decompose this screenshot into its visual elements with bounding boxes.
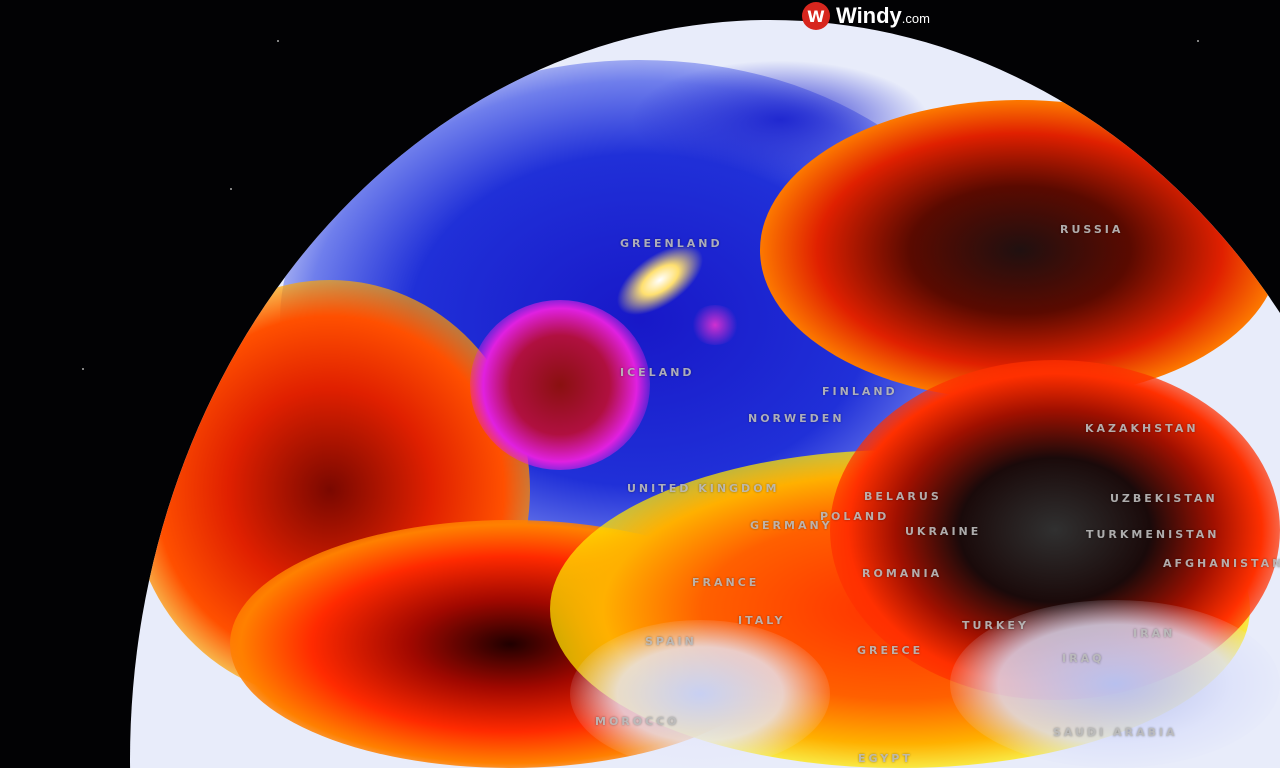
country-label: POLAND bbox=[820, 510, 890, 523]
deep-low-cyclone bbox=[470, 300, 650, 470]
country-label: RUSSIA bbox=[1060, 223, 1124, 236]
windy-logo-icon: W bbox=[802, 2, 830, 30]
mild-region bbox=[570, 620, 830, 768]
country-label: UZBEKISTAN bbox=[1110, 492, 1218, 505]
country-label: BELARUS bbox=[864, 490, 942, 503]
star bbox=[1197, 40, 1199, 42]
country-label: GREECE bbox=[857, 644, 924, 657]
country-label: ITALY bbox=[738, 614, 786, 627]
country-label: FRANCE bbox=[692, 576, 760, 589]
country-label: KAZAKHSTAN bbox=[1085, 422, 1199, 435]
country-label: IRAN bbox=[1133, 627, 1176, 640]
country-label: SAUDI ARABIA bbox=[1053, 726, 1178, 739]
country-label: IRAQ bbox=[1062, 652, 1105, 665]
star bbox=[277, 40, 279, 42]
country-label: TURKEY bbox=[962, 619, 1029, 632]
country-label: NORWEDEN bbox=[748, 412, 845, 425]
country-label: ROMANIA bbox=[862, 567, 943, 580]
windy-logo[interactable]: W Windy.com bbox=[802, 2, 930, 30]
country-label: FINLAND bbox=[822, 385, 898, 398]
country-label: SPAIN bbox=[645, 635, 697, 648]
country-label: EGYPT bbox=[858, 752, 913, 765]
country-label: UKRAINE bbox=[905, 525, 982, 538]
country-label: GREENLAND bbox=[620, 237, 723, 250]
country-label: AFGHANISTAN bbox=[1163, 557, 1280, 570]
globe-weather-layer[interactable] bbox=[130, 20, 1280, 768]
country-label: ICELAND bbox=[620, 366, 695, 379]
brand-name-text: Windy bbox=[836, 3, 902, 28]
star bbox=[82, 368, 84, 370]
country-label: GERMANY bbox=[750, 519, 833, 532]
country-label: TURKMENISTAN bbox=[1086, 528, 1220, 541]
country-label: MOROCCO bbox=[595, 715, 680, 728]
brand-name: Windy.com bbox=[836, 3, 930, 29]
mild-region bbox=[950, 600, 1280, 768]
brand-suffix: .com bbox=[901, 11, 930, 26]
star bbox=[230, 188, 232, 190]
hot-region bbox=[760, 100, 1280, 400]
country-label: UNITED KINGDOM bbox=[627, 482, 780, 495]
secondary-low bbox=[690, 305, 740, 345]
